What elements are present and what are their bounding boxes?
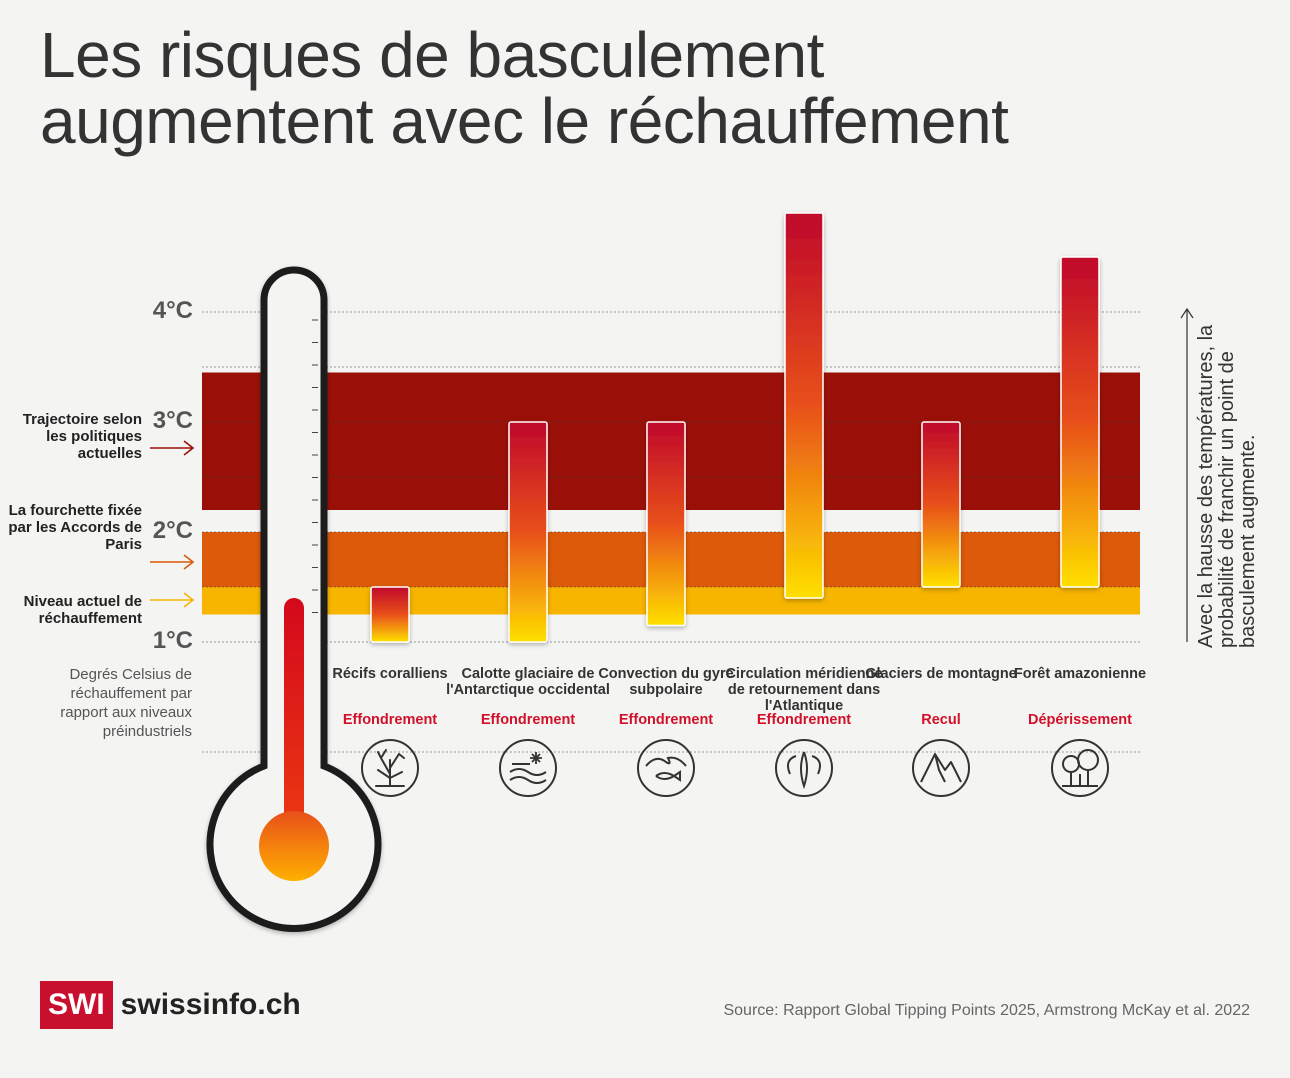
mountain-icon-ring — [912, 739, 970, 797]
bar-4 — [921, 421, 961, 588]
category-label: Circulation méridienne de retournement d… — [719, 666, 889, 728]
category-name: Convection du gyre subpolaire — [598, 666, 734, 698]
band-arrow-head-paris — [183, 554, 195, 570]
band-label-paris: La fourchette fixée par les Accords de P… — [8, 502, 142, 553]
wave-icon — [637, 739, 695, 797]
fish-icon-path — [655, 770, 681, 782]
thermometer-level — [284, 598, 304, 840]
title-line-2: augmentent avec le réchauffement — [40, 85, 1009, 157]
y-tick-label: 4°C — [153, 297, 193, 324]
category-name: Circulation méridienne de retournement d… — [725, 666, 883, 714]
ocean-current-icon-ring — [775, 739, 833, 797]
coral-icon-path — [375, 749, 405, 787]
ice-sheet-icon — [499, 739, 557, 797]
y-tick-label: 2°C — [153, 517, 193, 544]
category-label: Récifs coralliens Effondrement — [305, 666, 475, 728]
category-label: Convection du gyre subpolaire Effondremen… — [581, 666, 751, 728]
tree-crown — [1077, 749, 1099, 771]
category-name: Calotte glaciaire de l'Antarctique occid… — [446, 666, 610, 698]
bar-5 — [1060, 256, 1100, 588]
y-tick-label: 3°C — [153, 407, 193, 434]
coral-icon — [361, 739, 419, 797]
forest-icon — [1051, 739, 1109, 797]
band-label-current: Niveau actuel de réchauffement — [23, 593, 142, 627]
band-arrow-head-policy — [183, 440, 195, 456]
band-label-policy: Trajectoire selon les politiques actuell… — [22, 411, 142, 462]
category-effect: Effondrement — [618, 712, 714, 728]
chart-title: Les risques de basculement augmentent av… — [40, 22, 1240, 154]
bar-0 — [370, 586, 410, 643]
swissinfo-logo[interactable]: SWI swissinfo.ch — [40, 981, 301, 1029]
category-effect: Dépérissement — [1028, 712, 1132, 728]
logo-box: SWI — [40, 981, 113, 1029]
wave-icon-ring — [637, 739, 695, 797]
category-label: Glaciers de montagne Recul — [856, 666, 1026, 728]
bar-3 — [784, 212, 824, 599]
category-name: Glaciers de montagne — [865, 666, 1017, 682]
category-effect: Effondrement — [342, 712, 438, 728]
ocean-current-icon — [775, 739, 833, 797]
ice-sheet-icon-ring — [499, 739, 557, 797]
bar-2 — [646, 421, 686, 627]
category-effect: Effondrement — [480, 712, 576, 728]
band-arrow-head-current — [183, 592, 195, 608]
ice-sheet-icon-path — [509, 763, 547, 784]
snowflake-icon-path — [530, 752, 542, 764]
mountain-icon-path — [920, 753, 962, 783]
category-label: Calotte glaciaire de l'Antarctique occid… — [443, 666, 613, 728]
axis-note: Degrés Celsius de réchauffement par rapp… — [60, 666, 192, 740]
logo-text: swissinfo.ch — [120, 988, 301, 1021]
category-name: Récifs coralliens — [332, 666, 448, 682]
bar-1 — [508, 421, 548, 643]
side-note: Avec la hausse des températures, la prob… — [1195, 324, 1259, 648]
side-arrow-head — [1180, 307, 1194, 319]
title-line-1: Les risques de basculement — [40, 19, 824, 91]
forest-icon-ring — [1051, 739, 1109, 797]
mountain-icon — [912, 739, 970, 797]
category-effect: Effondrement — [756, 712, 852, 728]
category-label: Forêt amazonienne Dépérissement — [995, 666, 1165, 728]
thermometer-bulb — [259, 811, 329, 881]
source-note: Source: Rapport Global Tipping Points 20… — [723, 1002, 1250, 1019]
category-name: Forêt amazonienne — [1013, 666, 1147, 682]
ocean-current-icon-path — [787, 751, 821, 790]
y-tick-label: 1°C — [153, 627, 193, 654]
coral-icon-ring — [361, 739, 419, 797]
tree-trunks — [1062, 770, 1098, 787]
tree-crown — [1062, 755, 1080, 773]
wave-icon-path — [645, 756, 687, 767]
category-effect: Recul — [921, 712, 961, 728]
